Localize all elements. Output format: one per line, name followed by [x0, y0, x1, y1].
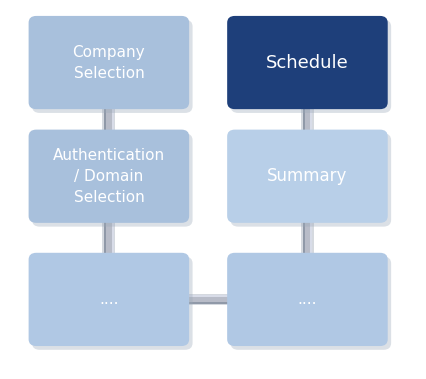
Bar — [302, 102, 304, 136]
Text: Schedule: Schedule — [265, 53, 348, 72]
Bar — [106, 102, 112, 136]
FancyBboxPatch shape — [32, 20, 192, 113]
FancyBboxPatch shape — [230, 133, 390, 227]
Bar — [181, 302, 234, 304]
Text: ....: .... — [297, 292, 317, 307]
FancyBboxPatch shape — [227, 253, 387, 346]
Bar — [112, 216, 113, 260]
Bar — [302, 216, 304, 260]
Bar — [300, 216, 313, 261]
FancyBboxPatch shape — [29, 16, 189, 109]
Text: ....: .... — [99, 292, 118, 307]
Bar — [300, 102, 313, 138]
FancyBboxPatch shape — [29, 253, 189, 346]
Text: Summary: Summary — [267, 167, 347, 185]
FancyBboxPatch shape — [29, 130, 189, 223]
FancyBboxPatch shape — [32, 257, 192, 350]
Bar — [304, 102, 310, 136]
Text: Authentication
/ Domain
Selection: Authentication / Domain Selection — [53, 148, 164, 205]
FancyBboxPatch shape — [227, 130, 387, 223]
Bar — [104, 216, 106, 260]
Text: Company
Selection: Company Selection — [72, 45, 145, 80]
FancyBboxPatch shape — [230, 20, 390, 113]
Bar — [181, 295, 234, 297]
FancyBboxPatch shape — [227, 16, 387, 109]
Bar — [102, 102, 115, 138]
FancyBboxPatch shape — [32, 133, 192, 227]
Bar — [181, 297, 234, 302]
Bar — [310, 216, 311, 260]
Bar — [112, 102, 113, 136]
Bar — [102, 216, 115, 261]
Bar — [310, 102, 311, 136]
Bar — [180, 294, 234, 305]
Bar — [104, 102, 106, 136]
Bar — [304, 216, 310, 260]
Bar — [106, 216, 112, 260]
FancyBboxPatch shape — [230, 257, 390, 350]
